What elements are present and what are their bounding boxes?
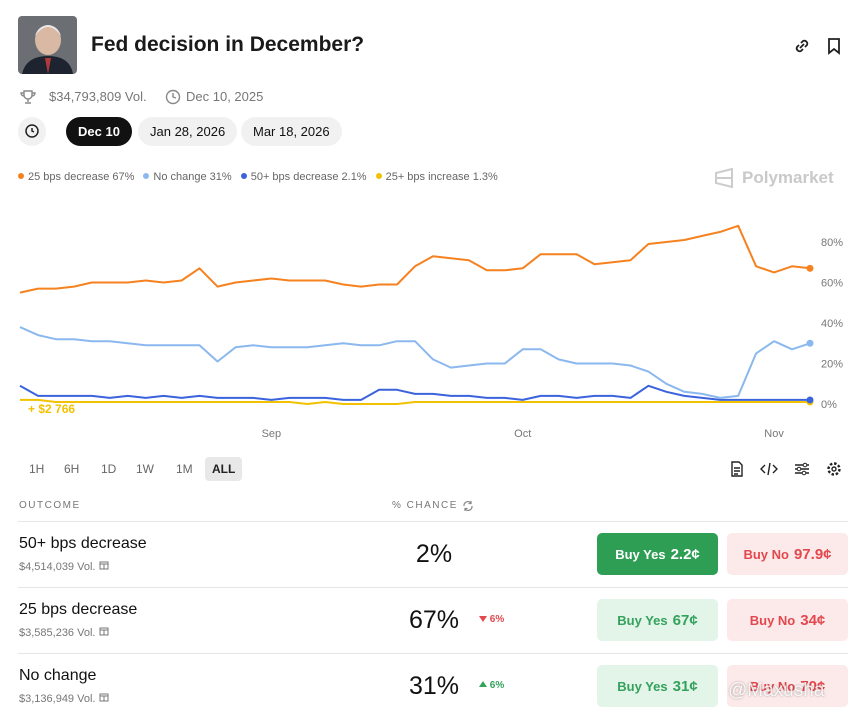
buy-no[interactable]: Buy No 70¢ (727, 665, 848, 707)
x-tick-label: Sep (262, 428, 282, 440)
buy-yes-price: 2.2¢ (670, 545, 700, 563)
legend-item: 25+ bps increase 1.3% (375, 171, 498, 183)
outcome-name: 25 bps decrease (19, 601, 138, 618)
annotation: + $2 766 (28, 402, 75, 416)
buy-no-price: 70¢ (800, 677, 826, 695)
legend-dot (143, 173, 150, 179)
legend-dot (240, 173, 247, 179)
chance: 67% (408, 606, 460, 634)
volume-text: $4,514,039 Vol. (19, 561, 96, 573)
legend-text: 25+ bps increase 1.3% (385, 171, 498, 183)
down-arrow (479, 616, 487, 622)
tab[interactable]: Jan 28, 2026 (138, 117, 238, 146)
legend-dot (375, 173, 382, 179)
series-line (19, 224, 811, 294)
legend-text: 50+ bps decrease 2.1% (250, 171, 367, 183)
legend: 25 bps decrease 67% No change 31% 50+ bps … (18, 171, 498, 183)
outcome-volume: $4,514,039 Vol. (19, 560, 109, 573)
up-arrow (479, 681, 487, 687)
separator (18, 521, 848, 522)
gift-icon (99, 561, 109, 570)
watermark: @Maxusha (728, 680, 825, 701)
buy-no-price: 34¢ (800, 611, 826, 629)
history-tab[interactable] (18, 117, 46, 146)
date: Dec 10, 2025 (186, 89, 264, 104)
outcome-name: 50+ bps decrease (19, 535, 147, 552)
volume: $34,793,809 Vol. (49, 89, 147, 104)
range[interactable]: 1W (136, 462, 154, 476)
outcome-volume: $3,136,949 Vol. (19, 692, 109, 705)
series-line (19, 326, 811, 399)
tab[interactable]: Dec 10 (66, 117, 132, 146)
separator (18, 653, 848, 654)
y-tick-label: 20% (821, 359, 843, 371)
range[interactable]: ALL (205, 457, 243, 481)
end-dot (806, 264, 814, 272)
tab[interactable]: Mar 18, 2026 (241, 117, 342, 146)
volume-text: $3,136,949 Vol. (19, 693, 96, 705)
outcome-name: No change (19, 667, 97, 684)
toolbar[interactable] (728, 460, 846, 478)
legend-item: 50+ bps decrease 2.1% (240, 171, 367, 183)
buy-no[interactable]: Buy No 97.9¢ (727, 533, 848, 575)
buy-yes-label: Buy Yes (617, 678, 668, 694)
buy-yes-price: 31¢ (672, 677, 698, 695)
buy-no-label: Buy No (743, 546, 789, 562)
range[interactable]: 1H (29, 462, 45, 476)
buy-no[interactable]: Buy No 34¢ (727, 599, 848, 641)
legend-dot (18, 173, 24, 179)
chance: 2% (415, 540, 453, 568)
link-icon[interactable] (793, 37, 811, 55)
buy-yes[interactable]: Buy Yes 2.2¢ (597, 533, 718, 575)
buy-yes[interactable]: Buy Yes 31¢ (597, 665, 718, 707)
change-text: 6% (489, 680, 505, 691)
legend-item: 25 bps decrease 67% (18, 171, 134, 183)
brand: Polymarket (742, 168, 834, 187)
y-tick-label: 40% (821, 318, 843, 330)
gift-icon (99, 627, 109, 636)
volume-text: $3,585,236 Vol. (19, 627, 96, 639)
buy-no-label: Buy No (749, 678, 796, 694)
x-tick-label: Oct (514, 428, 531, 440)
range[interactable]: 1D (101, 462, 117, 476)
legend-item: No change 31% (143, 171, 232, 183)
series-line (19, 384, 810, 401)
avatar (18, 16, 77, 74)
buy-yes[interactable]: Buy Yes 67¢ (597, 599, 718, 641)
buy-no-label: Buy No (749, 612, 796, 628)
change: 6% (479, 680, 504, 691)
buy-yes-label: Buy Yes (615, 546, 666, 562)
end-dot (806, 339, 814, 347)
gift-icon (99, 693, 109, 702)
y-tick-label: 60% (821, 278, 843, 290)
trophy-icon (20, 90, 36, 104)
outcome-volume: $3,585,236 Vol. (19, 626, 109, 639)
chance: 31% (408, 672, 460, 700)
buy-no-price: 97.9¢ (793, 545, 832, 563)
change-text: 6% (489, 614, 505, 625)
range[interactable]: 6H (64, 462, 80, 476)
separator (18, 587, 848, 588)
y-tick-label: 0% (821, 399, 837, 411)
buy-yes-price: 67¢ (672, 611, 698, 629)
chart: 0% 20% 40% 60% 80% Sep Oct Nov + $2 766 (19, 224, 843, 440)
legend-text: No change 31% (153, 171, 232, 183)
bookmark-icon[interactable] (826, 37, 842, 55)
series-line (20, 398, 810, 405)
clock-icon (165, 89, 181, 105)
x-tick-label: Nov (764, 428, 784, 440)
header-chance: % CHANCE (392, 500, 458, 511)
title: Fed decision in December? (91, 33, 365, 56)
end-dot (806, 396, 814, 404)
buy-yes-label: Buy Yes (617, 612, 668, 628)
change: 6% (479, 614, 504, 625)
refresh-icon[interactable] (462, 500, 474, 512)
brand-logo (715, 168, 733, 188)
history-icon (25, 124, 39, 138)
header-outcome: OUTCOME (19, 500, 81, 511)
range[interactable]: 1M (176, 462, 193, 476)
y-tick-label: 80% (821, 237, 843, 249)
legend-text: 25 bps decrease 67% (28, 171, 135, 183)
